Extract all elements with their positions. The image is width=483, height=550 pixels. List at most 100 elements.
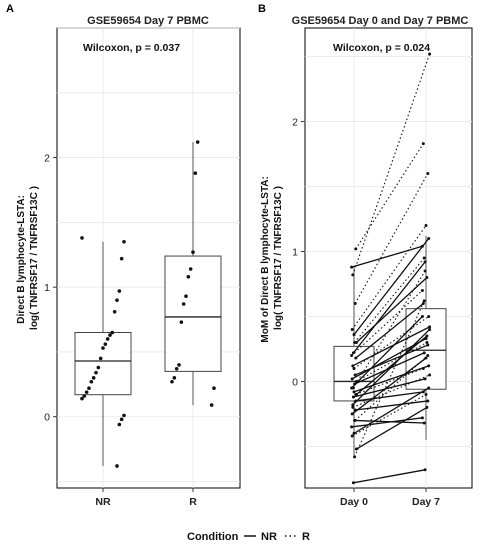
- data-point-day7: [428, 327, 432, 331]
- data-point-day7: [428, 325, 432, 329]
- data-point-day7: [428, 373, 432, 377]
- data-point-day0: [350, 265, 354, 269]
- paired-line-nr: [355, 335, 428, 395]
- data-point-day0: [353, 418, 357, 422]
- data-point-day7: [420, 314, 424, 318]
- legend-label-nr: NR: [261, 531, 277, 543]
- box-iqr: [405, 308, 447, 390]
- data-point: [119, 256, 124, 261]
- data-point-day7: [424, 356, 428, 360]
- data-point: [122, 240, 126, 244]
- panel-a-letter: A: [6, 3, 14, 15]
- data-point-day7: [425, 340, 429, 344]
- data-point: [87, 386, 91, 391]
- data-point: [80, 236, 84, 240]
- data-point: [115, 464, 119, 468]
- data-point: [101, 346, 105, 350]
- data-point: [84, 390, 89, 394]
- data-point-day0: [352, 431, 356, 435]
- data-point-day7: [427, 364, 431, 368]
- paired-line-r: [351, 225, 427, 330]
- panel-a-boxes: [74, 142, 222, 466]
- data-point-day7: [422, 421, 426, 425]
- data-point: [117, 289, 122, 293]
- paired-line-nr: [356, 406, 428, 450]
- paired-line-r: [356, 341, 428, 382]
- paired-line-nr: [352, 326, 430, 367]
- panel-a-xticks: NR R: [95, 488, 197, 508]
- paired-line-r: [355, 367, 424, 395]
- data-point: [179, 320, 184, 324]
- panel-a-points: [80, 140, 216, 468]
- data-point-day0: [350, 377, 354, 381]
- x-tick-label: NR: [95, 496, 111, 508]
- data-point-day0: [351, 403, 355, 407]
- paired-line-r: [351, 290, 423, 356]
- data-point-day7: [423, 269, 427, 273]
- data-point: [212, 386, 216, 391]
- data-point-day0: [353, 455, 357, 459]
- data-point-day0: [354, 379, 358, 383]
- data-point: [209, 403, 214, 407]
- panel-b-plot-area: [304, 27, 473, 489]
- data-point: [122, 413, 126, 418]
- paired-line-r: [352, 53, 431, 276]
- data-point: [181, 302, 186, 306]
- paired-line-r: [352, 374, 430, 408]
- data-point: [110, 330, 115, 335]
- data-point: [82, 394, 87, 398]
- data-point-day7: [422, 299, 426, 303]
- y-tick-label: 1: [292, 247, 298, 259]
- panel-b: B GSE59654 Day 0 and Day 7 PBMC Wilcoxon…: [258, 3, 473, 508]
- paired-line-nr: [355, 391, 424, 402]
- data-point-day7: [423, 468, 427, 472]
- data-point-day0: [352, 390, 356, 394]
- data-point: [177, 363, 181, 367]
- y-tick-label: 1: [44, 282, 50, 294]
- data-point-day0: [350, 434, 354, 438]
- paired-line-r: [354, 300, 425, 458]
- data-point: [188, 267, 193, 271]
- panel-b-title: GSE59654 Day 0 and Day 7 PBMC: [292, 15, 469, 27]
- y-tick-label: 0: [292, 376, 298, 388]
- panel-a-ylabel: Direct B lymphocyte-LSTA: log( TNFRSF17 …: [16, 186, 40, 330]
- data-point-day0: [354, 356, 358, 360]
- data-point-day0: [350, 425, 354, 429]
- data-point: [98, 356, 103, 361]
- data-point-day0: [351, 481, 355, 485]
- data-point-day7: [425, 275, 429, 279]
- paired-line-nr: [352, 261, 426, 354]
- paired-line-r: [354, 173, 429, 304]
- data-point: [170, 379, 174, 384]
- data-point-day0: [350, 412, 354, 416]
- panel-a-ylabel-line-2: log( TNFRSF17 / TNFRSF13C ): [29, 186, 40, 330]
- data-point: [103, 342, 108, 346]
- data-point-day7: [422, 256, 426, 260]
- legend: Condition NR R: [187, 531, 310, 543]
- panel-a-yticks: 0 1 2: [44, 153, 57, 424]
- data-point-day7: [421, 366, 425, 370]
- data-point-day0: [351, 273, 355, 277]
- data-point: [184, 294, 188, 299]
- data-point-day0: [354, 392, 358, 396]
- data-point-day0: [351, 405, 355, 409]
- panel-b-ylabel-line-2: log( TNFRSF17 / TNFRSF13C ): [273, 186, 284, 330]
- paired-line-nr: [351, 245, 423, 268]
- y-tick-label: 2: [44, 153, 50, 165]
- data-point-day0: [351, 364, 355, 368]
- data-point-day0: [354, 247, 358, 251]
- data-point: [191, 250, 195, 254]
- legend-label-r: R: [302, 531, 310, 543]
- paired-line-nr: [355, 277, 428, 343]
- paired-line-nr: [352, 329, 431, 406]
- data-point-day7: [427, 386, 431, 390]
- data-point-day7: [426, 399, 430, 403]
- panel-b-ylabel: MoM of Direct B lymphocyte-LSTA: log( TN…: [260, 173, 284, 342]
- data-point: [115, 298, 119, 302]
- paired-line-nr: [353, 469, 426, 484]
- data-point: [91, 376, 96, 380]
- data-point: [94, 370, 98, 375]
- y-tick-label: 0: [44, 412, 50, 424]
- data-point: [96, 365, 101, 370]
